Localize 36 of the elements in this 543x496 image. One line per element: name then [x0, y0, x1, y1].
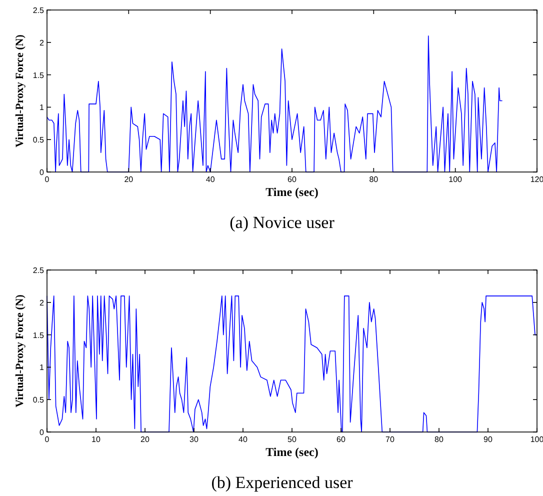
y-tick-label: 2.5 — [32, 6, 45, 15]
x-tick-label: 80 — [434, 435, 444, 444]
x-tick-label: 20 — [124, 175, 134, 184]
x-tick-label: 120 — [530, 175, 543, 184]
x-tick-label: 40 — [206, 175, 216, 184]
y-tick-label: 0.5 — [32, 396, 45, 405]
x-axis-title: Time (sec) — [266, 445, 318, 459]
x-tick-label: 60 — [288, 175, 297, 184]
text: (a) Novice user — [230, 213, 335, 232]
y-tick-label: 2 — [40, 38, 45, 48]
x-tick-label: 70 — [386, 435, 395, 444]
x-tick-label: 10 — [92, 435, 101, 444]
y-tick-label: 1 — [40, 103, 45, 112]
x-tick-label: 20 — [140, 435, 150, 444]
x-axis-title: Time (sec) — [266, 185, 318, 199]
y-tick-label: 1.5 — [32, 330, 45, 340]
y-tick-label: 2.5 — [32, 266, 45, 275]
y-tick-label: 1.5 — [32, 70, 45, 80]
y-tick-label: 2 — [40, 298, 45, 308]
line-series — [46, 296, 537, 432]
x-tick-label: 40 — [238, 435, 248, 444]
y-tick-label: 0.5 — [32, 136, 45, 145]
text: (b) Experienced user — [211, 473, 354, 492]
x-tick-label: 100 — [530, 435, 543, 444]
y-tick-label: 0 — [40, 428, 45, 437]
x-tick-label: 100 — [448, 175, 463, 184]
y-axis-title: Virtual-Proxy Force (N) — [14, 34, 26, 148]
x-tick-label: 30 — [190, 435, 199, 444]
y-tick-label: 1 — [40, 363, 45, 372]
x-tick-label: 90 — [484, 435, 493, 444]
y-axis-title: Virtual-Proxy Force (N) — [14, 294, 26, 408]
x-tick-label: 50 — [288, 435, 297, 444]
y-tick-label: 0 — [40, 168, 45, 177]
x-tick-label: 80 — [369, 175, 379, 184]
line-series — [46, 36, 503, 172]
x-tick-label: 60 — [336, 435, 346, 444]
